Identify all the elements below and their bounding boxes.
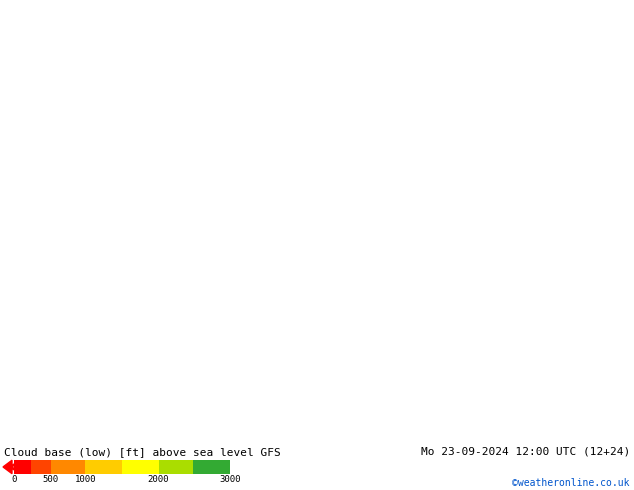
Text: 2000: 2000 <box>147 475 169 484</box>
Bar <box>122 460 158 474</box>
Bar <box>86 460 122 474</box>
Text: 0: 0 <box>11 475 16 484</box>
Text: ©weatheronline.co.uk: ©weatheronline.co.uk <box>512 478 630 488</box>
Bar <box>158 460 193 474</box>
Text: 3000: 3000 <box>219 475 241 484</box>
Polygon shape <box>3 460 12 474</box>
Bar <box>193 460 230 474</box>
Bar <box>51 460 86 474</box>
Bar <box>14 460 31 474</box>
Bar <box>31 460 51 474</box>
Text: 1000: 1000 <box>75 475 96 484</box>
Text: Mo 23-09-2024 12:00 UTC (12+24): Mo 23-09-2024 12:00 UTC (12+24) <box>421 447 630 457</box>
Text: Cloud base (low) [ft] above sea level GFS: Cloud base (low) [ft] above sea level GF… <box>4 447 281 457</box>
Text: 500: 500 <box>42 475 58 484</box>
